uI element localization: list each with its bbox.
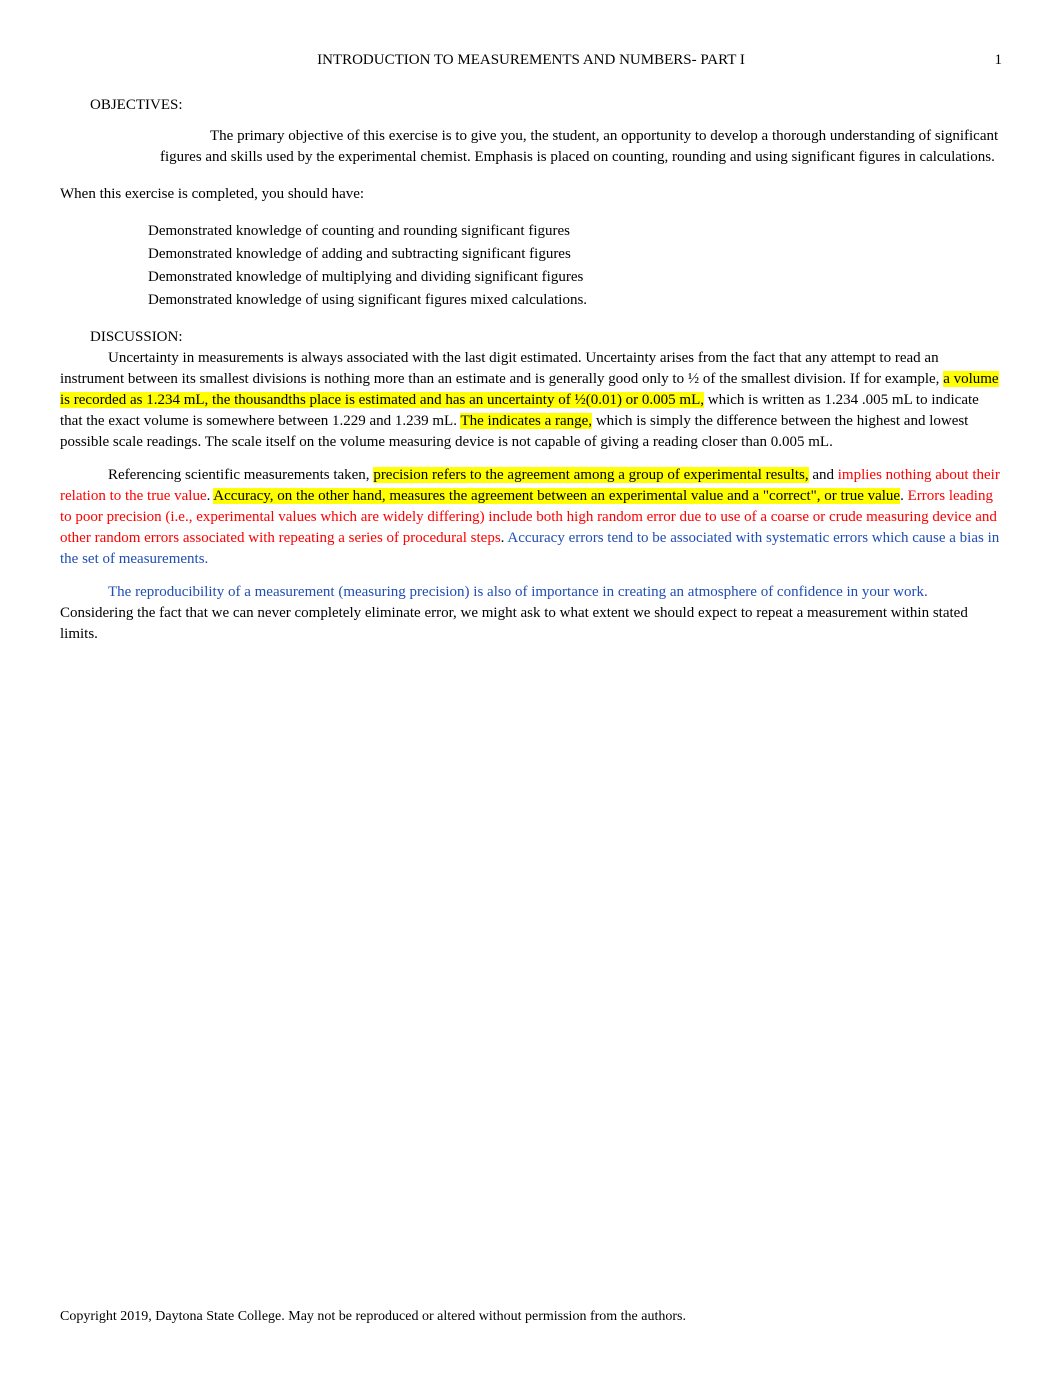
list-item: Demonstrated knowledge of multiplying an… <box>100 267 1002 288</box>
text-run: Accuracy, on the other hand, measures th… <box>213 488 609 504</box>
objectives-lead-in: When this exercise is completed, you sho… <box>60 184 1002 205</box>
list-item: Demonstrated knowledge of adding and sub… <box>100 244 1002 265</box>
text-run: has an uncertainty of ½(0.01) or 0.005 m… <box>445 392 704 408</box>
text-run: and <box>809 467 838 483</box>
page-header: INTRODUCTION TO MEASUREMENTS AND NUMBERS… <box>60 50 1002 71</box>
discussion-para-1: Uncertainty in measurements is always as… <box>60 348 1002 453</box>
objectives-intro: The primary objective of this exercise i… <box>160 126 1002 168</box>
discussion-label: DISCUSSION: <box>90 327 1002 348</box>
list-item: Demonstrated knowledge of using signific… <box>100 290 1002 311</box>
list-item-label: Demonstrated knowledge of adding and sub… <box>148 244 571 265</box>
text-run: Referencing scientific measurements take… <box>108 467 373 483</box>
discussion-para-2: Referencing scientific measurements take… <box>60 465 1002 570</box>
text-run: Uncertainty in measurements is always as… <box>60 350 943 387</box>
list-item-label: Demonstrated knowledge of multiplying an… <box>148 267 583 288</box>
list-item-label: Demonstrated knowledge of using signific… <box>148 290 587 311</box>
text-run: experimental value and a "correct", or t… <box>609 488 900 504</box>
list-item-label: Demonstrated knowledge of counting and r… <box>148 221 570 242</box>
page-number: 1 <box>972 50 1002 71</box>
discussion-para-3: The reproducibility of a measurement (me… <box>60 582 1002 645</box>
objectives-label: OBJECTIVES: <box>90 95 1002 116</box>
text-run: The indicates a range, <box>460 413 592 429</box>
page-title: INTRODUCTION TO MEASUREMENTS AND NUMBERS… <box>90 50 972 71</box>
text-run: The reproducibility of a measurement (me… <box>108 584 928 600</box>
list-item: Demonstrated knowledge of counting and r… <box>100 221 1002 242</box>
copyright-footer: Copyright 2019, Daytona State College. M… <box>60 1307 686 1327</box>
objectives-list: Demonstrated knowledge of counting and r… <box>100 221 1002 311</box>
text-run: . <box>900 488 908 504</box>
text-run: Considering the fact that we can never c… <box>60 605 968 642</box>
text-run: precision refers to the agreement among … <box>373 467 808 483</box>
